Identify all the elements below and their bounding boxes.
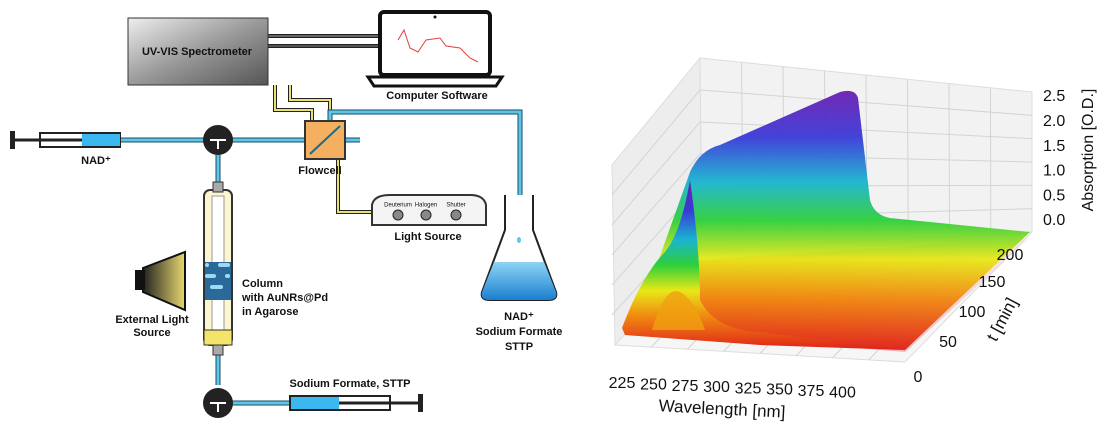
x-tick-label: 400 — [829, 384, 856, 401]
x-tick-label: 275 — [672, 378, 699, 395]
camera — [434, 16, 437, 19]
x-axis-label: Wavelength [nm] — [658, 396, 786, 422]
y-tick-label: 150 — [979, 274, 1006, 291]
x-tick-label: 350 — [766, 382, 793, 399]
light-source — [372, 195, 486, 225]
plunger-head — [418, 394, 423, 412]
fitting — [213, 345, 223, 355]
column-label: in Agarose — [242, 306, 298, 318]
plunger-head — [10, 131, 15, 149]
z-tick-label: 2.0 — [1043, 113, 1065, 130]
laptop-base — [368, 77, 502, 86]
drop — [517, 237, 521, 243]
syringe-bottom-label: Sodium Formate, STTP — [289, 378, 410, 390]
x-tick-label: 300 — [703, 379, 730, 396]
y-tick-label: 100 — [959, 304, 986, 321]
x-tick-label: 375 — [798, 383, 825, 400]
y-tick-label: 0 — [914, 369, 923, 386]
laptop-screen — [380, 12, 490, 75]
knob-label: Halogen — [415, 203, 437, 209]
column-end — [204, 330, 232, 345]
figure: UV-VIS Spectrometer Computer Software NAD⁺… — [0, 0, 1101, 427]
y-tick-label: 50 — [939, 334, 957, 351]
external-light-label: External Light — [115, 314, 189, 326]
z-tick-label: 2.5 — [1043, 88, 1065, 105]
bead — [210, 285, 214, 289]
x-tick-label: 225 — [609, 375, 636, 392]
knob — [393, 210, 403, 220]
light-source-label: Light Source — [394, 231, 461, 243]
x-tick-label: 250 — [640, 377, 667, 394]
knob-label: Deuterium — [384, 203, 412, 209]
z-axis-label: Absorption [O.D.] — [1080, 89, 1097, 212]
computer-label: Computer Software — [386, 90, 487, 102]
lamp — [143, 252, 185, 310]
z-tick-label: 1.5 — [1043, 138, 1065, 155]
z-tick-label: 0.5 — [1043, 187, 1065, 204]
syringe-liquid — [291, 397, 339, 409]
bead — [225, 274, 229, 278]
cable-core — [275, 85, 312, 122]
knob — [421, 210, 431, 220]
flask-label: Sodium Formate — [476, 326, 563, 338]
flask-liquid — [482, 262, 557, 300]
tube — [330, 112, 520, 200]
bead — [205, 274, 209, 278]
syringe-left-label: NAD⁺ — [81, 155, 111, 167]
flowcell-label: Flowcell — [298, 165, 341, 177]
tube-outline — [330, 112, 520, 200]
column-label: Column — [242, 278, 283, 290]
z-tick-label: 1.0 — [1043, 163, 1065, 180]
flask-label: NAD⁺ — [504, 311, 534, 323]
x-tick-label: 325 — [735, 380, 762, 397]
y-axis-label: t [min] — [983, 295, 1022, 345]
external-light-label: Source — [133, 327, 170, 339]
flask-label: STTP — [505, 341, 533, 353]
cable — [338, 158, 374, 212]
knob — [451, 210, 461, 220]
column-label: with AuNRs@Pd — [241, 292, 328, 304]
syringe-liquid — [82, 134, 120, 146]
column-bed — [205, 262, 231, 300]
knob-label: Shutter — [446, 203, 465, 209]
z-tick-label: 0.0 — [1043, 212, 1065, 229]
cable — [275, 85, 312, 122]
fitting — [213, 182, 223, 192]
cable-core — [338, 158, 374, 212]
bead — [205, 263, 209, 267]
lamp-base — [135, 270, 145, 290]
bead — [218, 263, 222, 267]
spectrometer-label: UV-VIS Spectrometer — [142, 46, 253, 58]
y-tick-label: 200 — [997, 247, 1024, 264]
